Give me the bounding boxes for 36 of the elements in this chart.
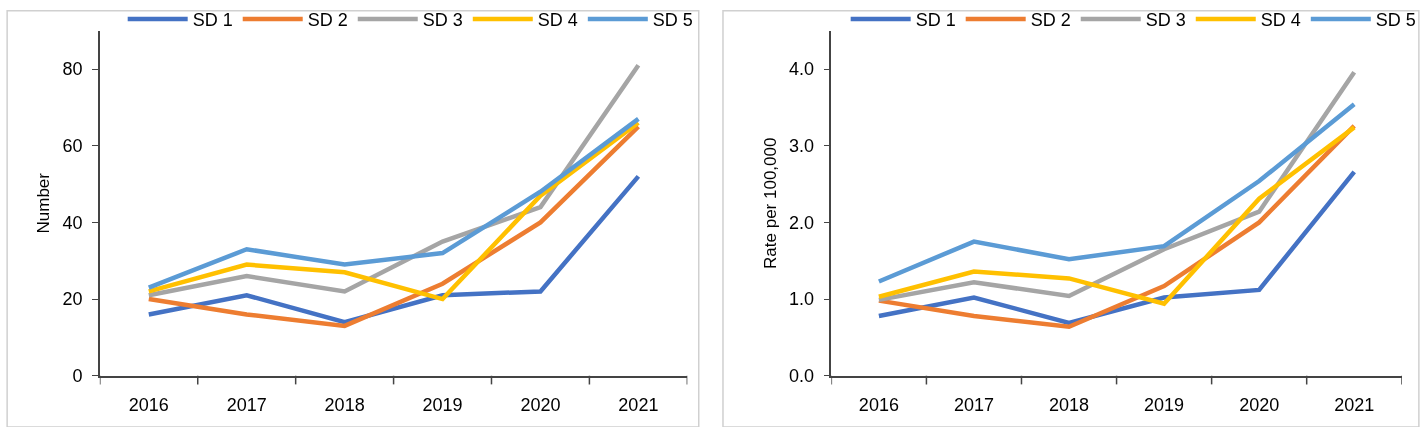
x-tick-label: 2020 (1239, 395, 1280, 416)
line-series (876, 102, 1357, 284)
x-tick-label: 2019 (422, 395, 463, 416)
y-tick-label: 4.0 (788, 59, 815, 80)
y-tick-label: 0.0 (788, 366, 815, 387)
x-tick-label: 2020 (520, 395, 561, 416)
y-axis-title: Rate per 100,000 (761, 137, 781, 269)
y-tick-label: 3.0 (788, 136, 815, 157)
legend-label: SD 5 (1375, 9, 1416, 30)
y-tick-label: 40 (62, 212, 83, 233)
x-tick-label: 2018 (324, 395, 365, 416)
x-tick-label: 2019 (1144, 395, 1185, 416)
y-tick-label: 1.0 (788, 289, 815, 310)
x-tick-label: 2021 (1334, 395, 1375, 416)
y-axis-title: Number (34, 172, 54, 234)
legend-label: SD 5 (652, 9, 693, 30)
x-tick-label: 2016 (858, 395, 899, 416)
x-tick-label: 2017 (953, 395, 994, 416)
y-tick-label: 2.0 (788, 212, 815, 233)
legend-label: SD 1 (915, 9, 956, 30)
y-tick-label: 20 (62, 289, 83, 310)
legend-label: SD 1 (192, 9, 233, 30)
x-tick-label: 2021 (618, 395, 659, 416)
line-series (876, 69, 1357, 303)
legend-label: SD 3 (422, 9, 463, 30)
legend-label: SD 3 (1145, 9, 1186, 30)
legend-label: SD 4 (1260, 9, 1301, 30)
y-tick-label: 0 (72, 366, 83, 387)
y-tick-label: 80 (62, 59, 83, 80)
y-tick-label: 60 (62, 136, 83, 157)
x-tick-label: 2018 (1049, 395, 1090, 416)
legend-label: SD 4 (537, 9, 578, 30)
legend-label: SD 2 (307, 9, 348, 30)
x-tick-label: 2017 (226, 395, 267, 416)
legend-label: SD 2 (1030, 9, 1071, 30)
x-tick-label: 2016 (128, 395, 169, 416)
